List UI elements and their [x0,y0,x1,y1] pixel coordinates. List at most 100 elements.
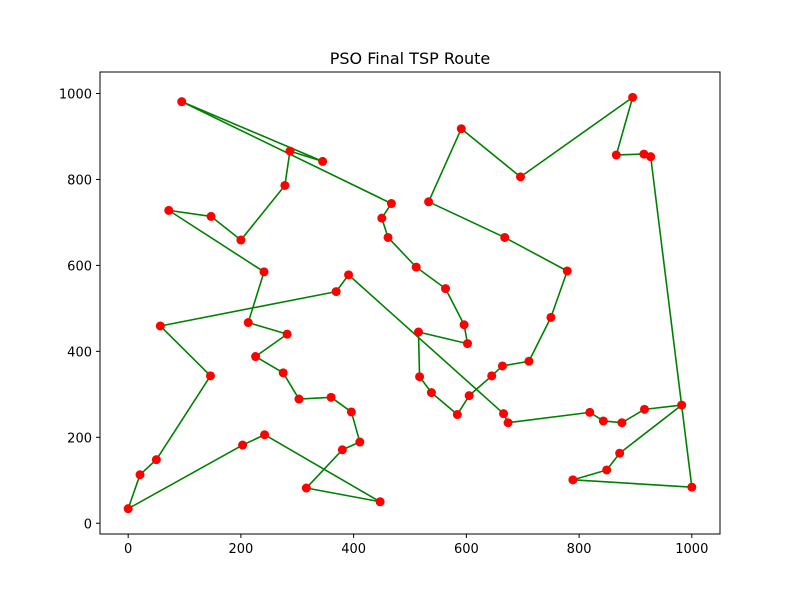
route-segment [248,321,288,335]
y-tick-label: 800 [67,173,92,188]
city-point [677,400,687,410]
city-point [346,407,356,417]
route-segment [619,404,683,454]
city-markers [123,92,697,514]
route-segment [306,487,381,503]
city-point [462,339,472,349]
x-tick-label: 200 [228,542,253,557]
route-segment [127,444,243,510]
route-segment [415,266,446,290]
city-point [524,356,534,366]
route-segment [240,184,286,241]
city-point [411,262,421,272]
city-point [628,92,638,102]
y-axis: 0 200 400 600 800 1000 [59,87,100,532]
city-point [155,321,165,331]
route-segment [181,100,323,163]
route-segment [247,271,265,323]
route-segment [168,209,212,218]
route-segment [127,474,141,509]
route-segment [504,236,568,272]
city-point [337,445,347,455]
x-tick-label: 1000 [675,542,708,557]
city-point [615,448,625,458]
city-point [326,392,336,402]
y-tick-label: 600 [67,259,92,274]
route-segment [298,396,332,400]
city-point [500,232,510,242]
city-point [205,371,215,381]
city-point [503,418,513,428]
city-point [487,371,497,381]
route-segment [528,317,552,362]
city-point [497,361,507,371]
city-point [377,213,387,223]
city-point [206,211,216,221]
route-segment [520,96,634,178]
x-tick-label: 400 [341,542,366,557]
city-point [285,146,295,156]
city-point [441,284,451,294]
city-point [562,266,572,276]
city-point [424,197,434,207]
route-segment [417,331,421,377]
route-segment [507,411,590,424]
city-point [251,352,261,362]
route-segment [155,375,212,461]
route-segment [255,355,284,374]
route-segment [418,331,468,345]
city-point [639,149,649,159]
route-segment [255,333,288,358]
city-point [611,150,621,160]
route-segment [616,153,644,156]
route-segment [468,375,493,397]
route-segment [550,270,569,318]
route-segment [282,372,300,400]
route-segment [572,479,692,488]
x-tick-label: 800 [567,542,592,557]
route-segment [210,215,242,241]
route-segment [430,391,458,416]
city-point [282,329,292,339]
city-point [123,504,133,514]
y-tick-label: 1000 [59,87,92,102]
route-segment [427,128,463,203]
route-segment [649,156,693,488]
y-tick-label: 0 [84,517,92,532]
city-point [515,172,525,182]
city-point [260,430,270,440]
city-point [459,320,469,330]
city-point [355,437,365,447]
route-segment [264,434,381,503]
y-tick-label: 400 [67,345,92,360]
city-point [331,287,341,297]
city-point [383,232,393,242]
route-segment [428,201,506,239]
city-point [452,410,462,420]
y-tick-label: 200 [67,431,92,446]
city-point [415,372,425,382]
city-point [598,416,608,426]
city-point [464,391,474,401]
route-segment [644,404,682,411]
route-segment [350,411,361,443]
city-point [135,470,145,480]
x-tick-label: 0 [124,542,132,557]
city-point [499,409,509,419]
plot-area-frame [99,71,721,535]
route-segment [284,150,291,186]
city-point [386,199,396,209]
chart-title: PSO Final TSP Route [330,49,491,68]
city-point [646,152,656,162]
city-point [280,180,290,190]
city-point [164,205,174,215]
route-segment [444,288,465,326]
city-point [568,475,578,485]
route-segment [460,128,521,178]
city-point [318,156,328,166]
x-tick-label: 600 [454,542,479,557]
city-point [243,318,253,328]
city-point [585,407,595,417]
city-point [236,235,246,245]
